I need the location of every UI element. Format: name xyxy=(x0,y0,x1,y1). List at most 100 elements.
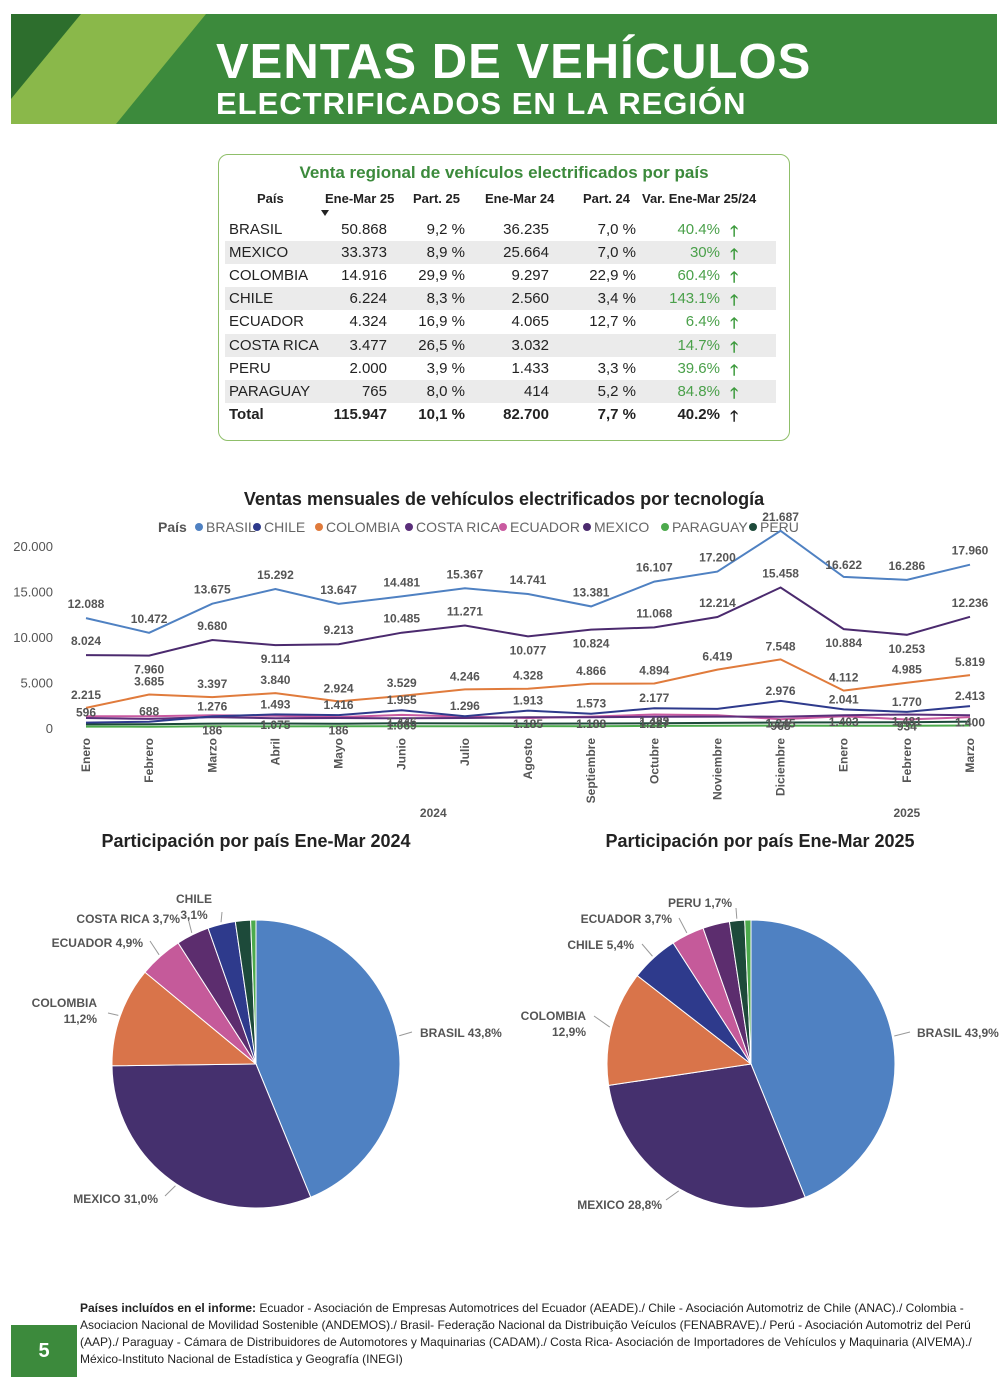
legend-marker-mexico[interactable] xyxy=(583,523,591,531)
pie-data-label: 3,1% xyxy=(180,908,208,922)
data-label: 4.985 xyxy=(892,663,922,677)
legend-item-brasil[interactable]: BRASIL xyxy=(206,519,256,535)
leader-line xyxy=(220,911,223,923)
leader-line xyxy=(665,1190,680,1201)
legend-item-chile[interactable]: CHILE xyxy=(264,519,305,535)
data-label: 1.185 xyxy=(513,717,543,731)
legend-marker-costa-rica[interactable] xyxy=(405,523,413,531)
legend-item-ecuador[interactable]: ECUADOR xyxy=(510,519,580,535)
cell-p24: 7,7 % xyxy=(597,406,636,423)
pie-slice-mexico[interactable] xyxy=(608,1063,806,1209)
legend-item-paraguay[interactable]: PARAGUAY xyxy=(672,519,748,535)
cell-p24: 3,4 % xyxy=(597,290,636,308)
column-header-pais[interactable]: País xyxy=(257,191,284,206)
pie-slice-brasil[interactable] xyxy=(255,919,401,1198)
pie-slice-colombia[interactable] xyxy=(606,974,753,1086)
column-header-variation[interactable]: Var. Ene-Mar 25/24 xyxy=(642,191,757,206)
series-line-paraguay[interactable] xyxy=(85,724,971,728)
legend-marker-brasil[interactable] xyxy=(195,523,203,531)
data-label: 1.770 xyxy=(892,695,922,709)
cell-v25: 115.947 xyxy=(333,406,387,423)
cell-v24: 3.032 xyxy=(511,336,549,354)
pie-data-label: BRASIL 43,8% xyxy=(420,1026,502,1040)
data-label: 1.416 xyxy=(324,698,354,712)
data-label: 1.075 xyxy=(260,718,290,732)
pie-slice-colombia[interactable] xyxy=(111,971,258,1067)
column-header-ene-mar-24[interactable]: Ene-Mar 24 xyxy=(485,191,555,206)
legend-item-costa-rica[interactable]: COSTA RICA xyxy=(416,519,500,535)
data-label: 186 xyxy=(202,723,222,737)
data-label: 7.548 xyxy=(766,639,796,653)
leader-line xyxy=(894,1031,911,1037)
leader-line xyxy=(164,1185,176,1197)
pie-data-label: CHILE xyxy=(176,892,212,906)
table-row[interactable]: BRASIL 50.868 9,2 % 36.235 7,0 % 40.4% 🡑 xyxy=(225,218,776,241)
table-row[interactable]: COLOMBIA 14.916 29,9 % 9.297 22,9 % 60.4% 🡑 xyxy=(225,264,776,287)
column-header-part-24[interactable]: Part. 24 xyxy=(583,191,630,206)
sort-desc-icon[interactable] xyxy=(321,210,329,216)
legend-marker-ecuador[interactable] xyxy=(499,523,507,531)
data-label: 1.069 xyxy=(387,718,417,732)
cell-var: 84.8% xyxy=(677,382,720,400)
data-label: 2.924 xyxy=(324,681,354,695)
legend-marker-peru[interactable] xyxy=(749,523,757,531)
table-row[interactable]: ECUADOR 4.324 16,9 % 4.065 12,7 % 6.4% 🡑 xyxy=(225,310,776,333)
cell-p24: 7,0 % xyxy=(597,221,636,238)
leader-line xyxy=(399,1031,413,1037)
arrow-up-icon: 🡑 xyxy=(730,246,738,264)
table-row[interactable]: PERU 2.000 3,9 % 1.433 3,3 % 39.6% 🡑 xyxy=(225,357,776,380)
data-label: 2.041 xyxy=(829,692,859,706)
x-tick-label: Enero xyxy=(79,738,93,772)
cell-v24: 82.700 xyxy=(503,406,549,423)
data-label: 1.296 xyxy=(450,699,480,713)
table-row[interactable]: PARAGUAY 765 8,0 % 414 5,2 % 84.8% 🡑 xyxy=(225,379,776,403)
data-label: 14.741 xyxy=(510,573,547,587)
data-label: 17.200 xyxy=(699,551,736,565)
cell-v25: 3.477 xyxy=(349,336,387,354)
legend-marker-paraguay[interactable] xyxy=(661,523,669,531)
arrow-up-icon: 🡑 xyxy=(730,338,738,356)
series-line-peru[interactable] xyxy=(85,720,971,726)
year-axis-label: 2024 xyxy=(420,806,447,820)
arrow-up-icon: 🡑 xyxy=(730,223,738,240)
table-row[interactable]: MEXICO 33.373 8,9 % 25.664 7,0 % 30% 🡑 xyxy=(225,241,776,265)
legend-item-colombia[interactable]: COLOMBIA xyxy=(326,519,401,535)
series-line-costa-rica[interactable] xyxy=(85,713,971,720)
table-title: Venta regional de vehículos electrificad… xyxy=(299,163,709,182)
legend-marker-chile[interactable] xyxy=(253,523,261,531)
pie-data-label: MEXICO 28,8% xyxy=(577,1198,662,1212)
x-tick-label: Octubre xyxy=(647,738,661,784)
pie-slice-mexico[interactable] xyxy=(111,1063,312,1209)
data-label: 13.675 xyxy=(194,583,231,597)
column-header-part-25[interactable]: Part. 25 xyxy=(413,191,460,206)
y-tick-label: 20.000 xyxy=(13,539,53,554)
pie-slice-brasil[interactable] xyxy=(750,919,896,1199)
pie-slice-paraguay[interactable] xyxy=(744,919,752,1065)
series-line-mexico[interactable] xyxy=(85,586,971,657)
data-label: 1.483 xyxy=(639,715,669,729)
cell-var: 6.4% xyxy=(685,313,720,331)
pie-data-label: COLOMBIA xyxy=(32,996,98,1010)
data-label: 2.976 xyxy=(766,684,796,698)
data-label: 1.493 xyxy=(260,697,290,711)
cell-v24: 1.433 xyxy=(511,359,549,377)
legend-item-mexico[interactable]: MEXICO xyxy=(594,519,649,535)
column-header-ene-mar-25[interactable]: Ene-Mar 25 xyxy=(325,191,395,206)
legend-item-peru[interactable]: PERU xyxy=(760,519,799,535)
cell-pais: PARAGUAY xyxy=(229,382,311,400)
table-row[interactable]: CHILE 6.224 8,3 % 2.560 3,4 % 143.1% 🡑 xyxy=(225,287,776,311)
series-line-chile[interactable] xyxy=(85,699,971,724)
data-label: 7.960 xyxy=(134,663,164,677)
table-row[interactable]: COSTA RICA 3.477 26,5 % 3.032 14.7% 🡑 xyxy=(225,333,776,357)
pie-data-label: ECUADOR 3,7% xyxy=(581,912,673,926)
year-axis-label: 2025 xyxy=(894,806,921,820)
pie-slice-paraguay[interactable] xyxy=(250,919,257,1065)
series-line-colombia[interactable] xyxy=(85,658,971,709)
cell-v25: 765 xyxy=(361,382,387,400)
data-label: 968 xyxy=(771,719,791,733)
pie-title: Participación por país Ene-Mar 2025 xyxy=(605,831,914,851)
table-total-row[interactable]: Total 115.947 10,1 % 82.700 7,7 % 40.2% 🡑 xyxy=(225,403,776,426)
x-tick-label: Febrero xyxy=(142,738,156,783)
legend-marker-colombia[interactable] xyxy=(315,523,323,531)
series-line-brasil[interactable] xyxy=(85,529,971,634)
